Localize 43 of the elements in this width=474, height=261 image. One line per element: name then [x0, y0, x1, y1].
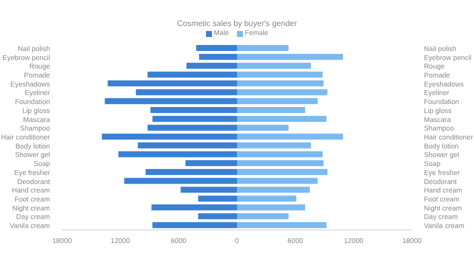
- bar: [237, 160, 324, 166]
- bar: [152, 222, 237, 228]
- bar: [237, 45, 289, 51]
- bar: [180, 186, 237, 193]
- bar: [198, 196, 237, 202]
- bar: [196, 45, 237, 51]
- bar: [237, 151, 323, 158]
- bar: [152, 116, 237, 122]
- bar: [237, 142, 311, 148]
- bar: [199, 54, 237, 60]
- bar: [138, 142, 237, 148]
- bar: [186, 62, 237, 69]
- bar: [237, 124, 289, 131]
- bar: [237, 213, 289, 220]
- bar: [237, 98, 318, 104]
- bar: [118, 151, 237, 158]
- bar: [237, 222, 326, 228]
- bar: [102, 134, 237, 140]
- bar: [198, 213, 237, 220]
- bar: [124, 178, 237, 184]
- bar: [237, 89, 328, 96]
- bar: [237, 72, 323, 78]
- bar: [237, 178, 318, 184]
- bar: [237, 116, 326, 122]
- bar: [148, 72, 237, 78]
- bar: [150, 107, 237, 113]
- bar: [104, 98, 237, 104]
- bar: [237, 186, 310, 193]
- bar: [237, 204, 306, 210]
- bar: [237, 107, 306, 113]
- bar: [237, 54, 343, 60]
- bar: [151, 204, 237, 210]
- bar: [136, 89, 237, 96]
- bar: [237, 134, 343, 140]
- bar: [237, 80, 324, 86]
- bar: [237, 196, 296, 202]
- chart-title: Cosmetic sales by buyer's gender: [176, 19, 298, 28]
- bar: [185, 160, 237, 166]
- bar: [237, 62, 311, 69]
- bar: [148, 124, 237, 131]
- bar: [237, 169, 328, 175]
- bar: [146, 169, 237, 175]
- bar: [108, 80, 237, 86]
